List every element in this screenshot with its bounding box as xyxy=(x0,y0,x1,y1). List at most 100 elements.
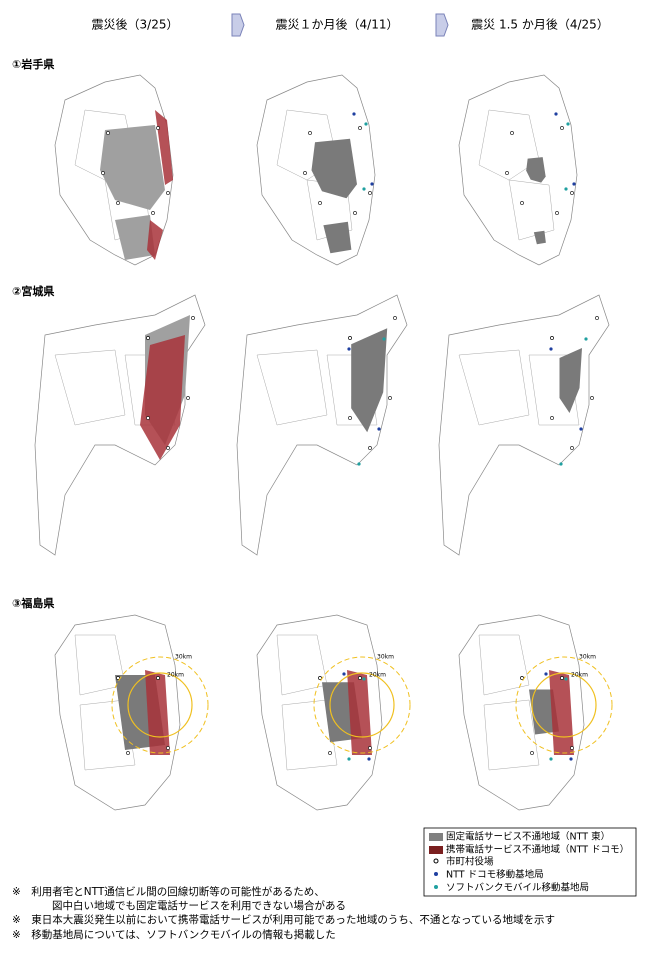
base-station xyxy=(566,122,570,126)
region-outline xyxy=(54,614,181,811)
base-station xyxy=(549,347,553,351)
office-marker xyxy=(191,316,195,320)
arrow xyxy=(435,13,449,37)
office-marker xyxy=(146,336,150,340)
office-marker xyxy=(146,416,150,420)
municipal-boundary xyxy=(528,354,580,426)
municipal-boundary xyxy=(256,349,328,426)
office-marker xyxy=(570,746,574,750)
region-outline xyxy=(458,614,585,811)
office-marker xyxy=(570,446,574,450)
base-station xyxy=(362,677,366,681)
office-marker xyxy=(186,396,190,400)
column-header: 震災１か月後（4/11） xyxy=(276,18,399,32)
office-marker xyxy=(520,201,524,205)
base-station xyxy=(579,427,583,431)
base-station xyxy=(584,337,588,341)
base-station xyxy=(544,672,548,676)
circle-label: 20km xyxy=(571,672,588,679)
fixed-outage-area xyxy=(115,215,155,260)
municipal-boundary xyxy=(478,634,530,696)
circle-label: 30km xyxy=(377,654,394,661)
office-marker xyxy=(530,751,534,755)
municipal-boundary xyxy=(281,699,338,771)
office-marker xyxy=(308,131,312,135)
office-marker xyxy=(368,746,372,750)
office-marker xyxy=(550,336,554,340)
base-station xyxy=(364,122,368,126)
legend-label: ソフトバンクモバイル移動基地局 xyxy=(446,882,589,894)
municipal-boundary xyxy=(458,349,530,426)
legend-label: 携帯電話サービス不通地域（NTT ドコモ） xyxy=(446,844,629,856)
office-marker xyxy=(151,211,155,215)
office-marker xyxy=(595,316,599,320)
base-station xyxy=(564,677,568,681)
legend-swatch xyxy=(434,885,438,889)
radius-30km xyxy=(515,656,613,754)
radius-20km xyxy=(329,672,395,738)
circle-label: 20km xyxy=(369,672,386,679)
office-marker xyxy=(368,446,372,450)
base-station xyxy=(572,182,576,186)
region-outline xyxy=(256,614,383,811)
mobile-outage-area xyxy=(140,335,185,460)
fixed-outage-area xyxy=(100,125,165,210)
base-station xyxy=(382,337,386,341)
note: ※ 東日本大震災発生以前において携帯電話サービスが利用可能であった地域のうち、不… xyxy=(12,913,555,926)
base-station xyxy=(549,757,553,761)
office-marker xyxy=(101,171,105,175)
office-marker xyxy=(555,211,559,215)
base-station xyxy=(362,187,366,191)
office-marker xyxy=(520,676,524,680)
base-station xyxy=(347,757,351,761)
circle-label: 30km xyxy=(579,654,596,661)
fixed-outage-area xyxy=(323,221,352,254)
base-station xyxy=(377,427,381,431)
legend-swatch xyxy=(433,858,439,864)
circle-label: 30km xyxy=(175,654,192,661)
office-marker xyxy=(116,201,120,205)
radius-30km xyxy=(313,656,411,754)
office-marker xyxy=(358,126,362,130)
office-marker xyxy=(393,316,397,320)
column-header: 震災 1.5 か月後（4/25） xyxy=(471,18,609,32)
note: 図中白い地域でも固定電話サービスを利用できない場合がある xyxy=(52,899,346,912)
legend-label: NTT ドコモ移動基地局 xyxy=(446,869,544,881)
base-station xyxy=(347,347,351,351)
base-station xyxy=(352,112,356,116)
municipal-boundary xyxy=(478,109,540,181)
row-label: ②宮城県 xyxy=(12,284,54,298)
note: ※ 利用者宅とNTT通信ビル間の回線切断等の可能性があるため、 xyxy=(12,885,325,898)
note: ※ 移動基地局については、ソフトバンクモバイルの情報も掲載した xyxy=(12,928,336,941)
base-station xyxy=(554,112,558,116)
office-marker xyxy=(348,336,352,340)
region-outline xyxy=(438,294,610,556)
office-marker xyxy=(590,396,594,400)
office-marker xyxy=(505,171,509,175)
fixed-outage-area xyxy=(533,230,546,245)
base-station xyxy=(569,757,573,761)
municipal-boundary xyxy=(483,699,540,771)
office-marker xyxy=(166,191,170,195)
base-station xyxy=(564,187,568,191)
fixed-outage-area xyxy=(559,348,582,413)
mobile-outage-area xyxy=(549,670,574,755)
base-station xyxy=(342,672,346,676)
legend-box xyxy=(423,827,637,897)
office-marker xyxy=(358,676,362,680)
legend-label: 固定電話サービス不通地域（NTT 東） xyxy=(446,831,610,843)
row-label: ③福島県 xyxy=(12,596,54,610)
region-outline xyxy=(458,74,578,266)
office-marker xyxy=(328,751,332,755)
office-marker xyxy=(550,416,554,420)
office-marker xyxy=(156,126,160,130)
fixed-outage-area xyxy=(526,157,546,183)
office-marker xyxy=(368,191,372,195)
office-marker xyxy=(126,751,130,755)
office-marker xyxy=(318,676,322,680)
circle-label: 20km xyxy=(167,672,184,679)
office-marker xyxy=(510,131,514,135)
office-marker xyxy=(116,676,120,680)
legend-label: 市町村役場 xyxy=(446,856,494,868)
